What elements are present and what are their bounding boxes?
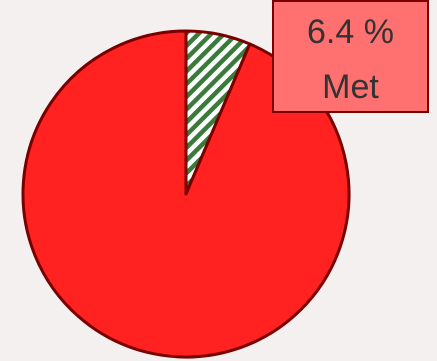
data-label-box xyxy=(272,0,429,113)
data-label-value: 6.4 % xyxy=(307,13,394,51)
data-label-callout: 6.4 % Met xyxy=(272,0,429,113)
data-label-category: Met xyxy=(322,68,379,106)
pie-slices xyxy=(21,29,351,359)
pie-slice-1 xyxy=(21,29,351,359)
